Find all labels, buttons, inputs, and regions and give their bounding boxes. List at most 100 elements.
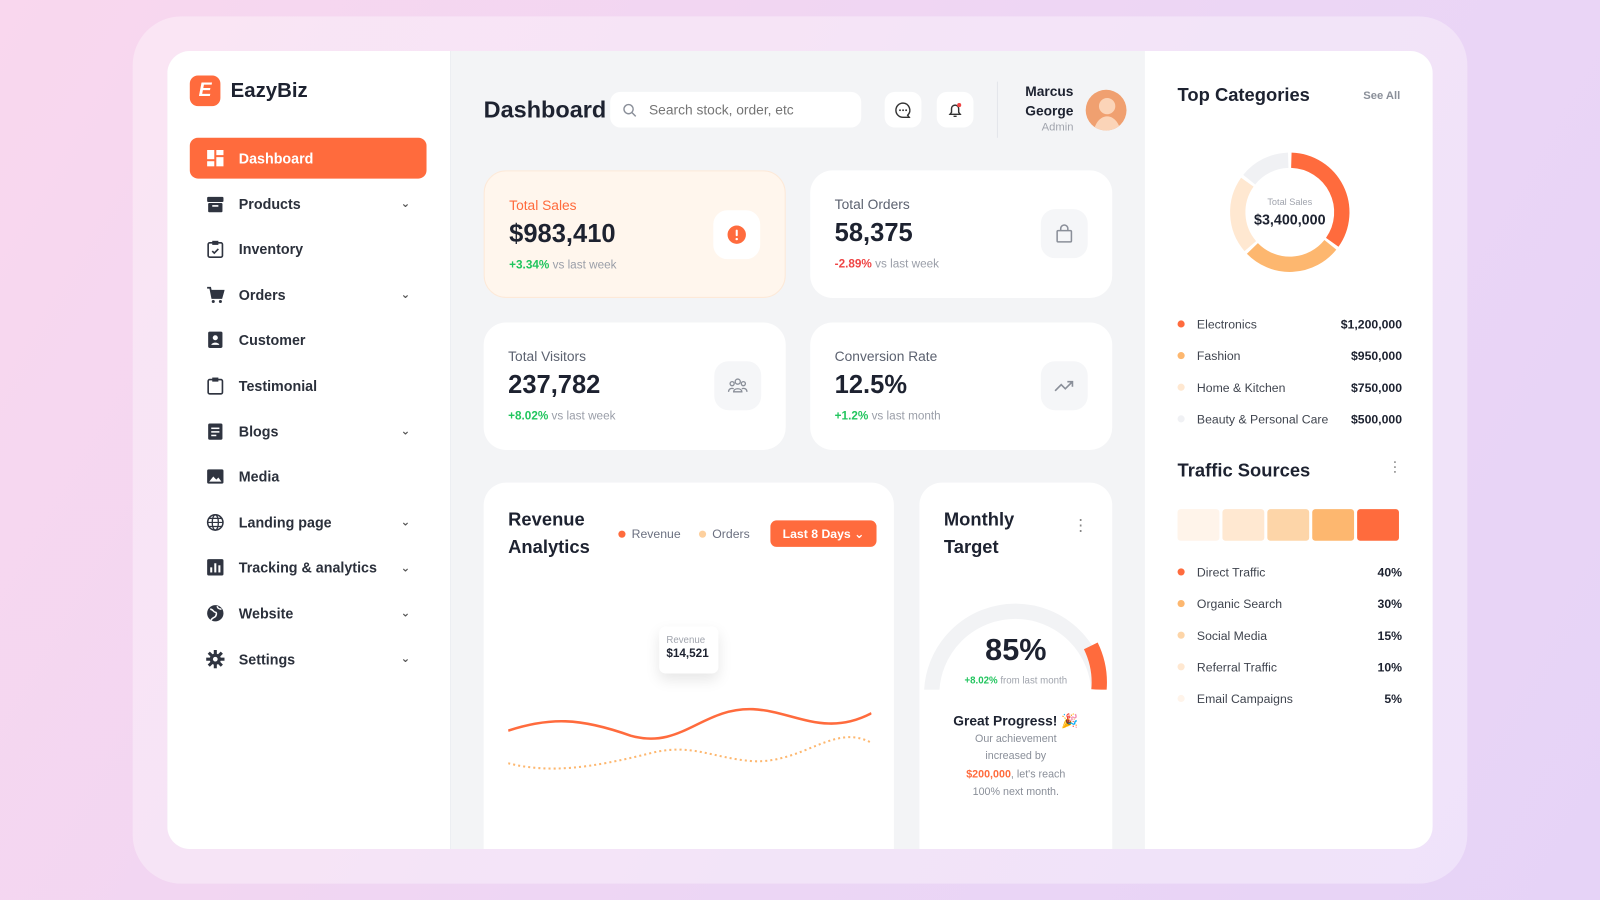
chevron-down-icon[interactable]: ⌄	[400, 607, 411, 620]
traffic-item[interactable]: Organic Search 30%	[1177, 588, 1402, 620]
category-item[interactable]: Fashion $950,000	[1177, 340, 1403, 372]
stat-label: Total Orders	[834, 196, 910, 213]
avatar[interactable]	[1085, 89, 1127, 131]
stat-card-total-sales[interactable]: Total Sales $983,410 +3.34% vs last week	[483, 170, 786, 298]
logo[interactable]: E EazyBiz	[189, 75, 308, 107]
gear-icon	[206, 649, 225, 668]
revenue-title: Revenue Analytics	[508, 509, 590, 558]
stat-card-conversion-rate[interactable]: Conversion Rate 12.5% +1.2% vs last mont…	[810, 322, 1113, 450]
chevron-down-icon[interactable]: ⌄	[400, 516, 411, 529]
divider	[996, 81, 998, 138]
alert-icon	[713, 210, 761, 260]
donut-slice-beauty-personal-care[interactable]	[1243, 152, 1289, 185]
search-bar[interactable]	[610, 91, 862, 128]
donut-slice-home-kitchen[interactable]	[1230, 177, 1257, 252]
stat-value: $983,410	[509, 219, 616, 248]
sidebar-item-label: Products	[238, 195, 301, 212]
traffic-bar-social-media[interactable]	[1267, 509, 1310, 541]
sidebar-item-inventory[interactable]: Inventory	[190, 229, 427, 270]
contact-icon	[206, 331, 224, 349]
chevron-down-icon[interactable]: ⌄	[400, 198, 411, 211]
sidebar-item-blogs[interactable]: Blogs ⌄	[190, 411, 427, 452]
donut-center-label: Total Sales	[1267, 196, 1313, 208]
category-item[interactable]: Home & Kitchen $750,000	[1177, 371, 1402, 403]
traffic-color-dot	[1177, 663, 1185, 671]
bell-icon	[948, 102, 962, 117]
archive-icon	[206, 194, 224, 212]
sidebar-item-label: Settings	[238, 650, 296, 667]
stat-change: +1.2% vs last month	[834, 410, 941, 423]
sidebar-item-label: Media	[238, 468, 280, 485]
clipboard-check-icon	[206, 240, 224, 259]
more-options-icon[interactable]: ⋮	[1072, 517, 1089, 535]
trend-up-icon	[1040, 361, 1088, 411]
chevron-down-icon[interactable]: ⌄	[400, 653, 411, 666]
traffic-item[interactable]: Email Campaigns 5%	[1177, 683, 1402, 715]
legend-dot-orders	[699, 530, 707, 538]
sidebar-item-customer[interactable]: Customer	[190, 320, 427, 361]
sidebar-item-products[interactable]: Products ⌄	[190, 183, 427, 224]
category-item[interactable]: Beauty & Personal Care $500,000	[1177, 403, 1402, 435]
traffic-bar-email-campaigns[interactable]	[1177, 509, 1220, 541]
orders-line	[508, 736, 872, 770]
stat-card-total-orders[interactable]: Total Orders 58,375 -2.89% vs last week	[810, 170, 1113, 298]
sidebar-item-settings[interactable]: Settings ⌄	[190, 638, 427, 679]
donut-slice-electronics[interactable]	[1290, 152, 1350, 247]
sidebar-item-dashboard[interactable]: Dashboard	[189, 137, 427, 179]
traffic-value: 15%	[1377, 628, 1403, 643]
user-first-name: Marcus	[1025, 83, 1074, 99]
bag-icon	[1040, 209, 1088, 259]
sidebar-item-tracking-analytics[interactable]: Tracking & analytics ⌄	[190, 547, 427, 588]
category-name: Home & Kitchen	[1196, 380, 1286, 395]
sidebar-item-website[interactable]: Website ⌄	[190, 593, 427, 634]
sidebar-item-label: Customer	[238, 332, 306, 349]
user-last-name: George	[1025, 103, 1074, 119]
search-input[interactable]	[648, 102, 843, 118]
stat-card-total-visitors[interactable]: Total Visitors 237,782 +8.02% vs last we…	[483, 322, 786, 450]
traffic-bar-organic-search[interactable]	[1312, 509, 1355, 541]
sidebar-item-media[interactable]: Media	[190, 456, 427, 497]
sidebar-item-testimonial[interactable]: Testimonial	[190, 365, 427, 406]
traffic-item[interactable]: Social Media 15%	[1177, 619, 1403, 651]
document-icon	[206, 422, 224, 440]
messages-button[interactable]	[884, 91, 922, 128]
traffic-value: 40%	[1377, 564, 1403, 580]
notifications-button[interactable]	[936, 91, 974, 128]
traffic-bar-direct-traffic[interactable]	[1357, 509, 1399, 541]
chevron-down-icon[interactable]: ⌄	[400, 425, 411, 438]
chevron-down-icon[interactable]: ⌄	[400, 562, 411, 575]
stat-label: Conversion Rate	[834, 348, 938, 365]
category-value: $950,000	[1350, 348, 1403, 363]
sidebar-item-label: Landing page	[238, 514, 332, 531]
stat-change: -2.89% vs last week	[834, 258, 940, 271]
chart-icon	[206, 559, 224, 577]
traffic-item[interactable]: Referral Traffic 10%	[1177, 651, 1402, 683]
sidebar-item-label: Blogs	[238, 423, 279, 440]
sidebar-item-label: Dashboard	[238, 149, 314, 167]
category-name: Electronics	[1196, 316, 1257, 332]
donut-slice-fashion[interactable]	[1246, 239, 1337, 272]
sidebar-item-landing-page[interactable]: Landing page ⌄	[190, 502, 427, 543]
legend-orders: Orders	[712, 526, 750, 541]
traffic-bar-referral-traffic[interactable]	[1222, 509, 1265, 541]
traffic-sources-title: Traffic Sources	[1177, 460, 1311, 481]
category-value: $1,200,000	[1340, 316, 1403, 332]
legend-revenue: Revenue	[631, 526, 681, 541]
sidebar-item-label: Orders	[238, 286, 286, 303]
users-icon	[714, 361, 762, 411]
more-options-icon[interactable]: ⋮	[1387, 458, 1403, 475]
traffic-name: Social Media	[1196, 628, 1268, 643]
user-info[interactable]: Marcus George Admin	[1010, 82, 1073, 135]
see-all-link[interactable]: See All	[1363, 89, 1401, 103]
traffic-item[interactable]: Direct Traffic 40%	[1177, 556, 1403, 588]
date-range-dropdown[interactable]: Last 8 Days ⌄	[770, 520, 877, 547]
chevron-down-icon[interactable]: ⌄	[400, 289, 411, 302]
stat-change: +3.34% vs last week	[509, 259, 617, 272]
sidebar-item-orders[interactable]: Orders ⌄	[190, 274, 427, 315]
category-item[interactable]: Electronics $1,200,000	[1177, 308, 1403, 340]
tooltip-value: $14,521	[666, 647, 709, 661]
category-color-dot	[1177, 320, 1185, 328]
legend-dot-revenue	[618, 530, 626, 538]
sidebar-nav: Dashboard Products ⌄ Inventory Orders ⌄ Custom…	[189, 137, 427, 684]
top-categories-title: Top Categories	[1177, 84, 1310, 106]
